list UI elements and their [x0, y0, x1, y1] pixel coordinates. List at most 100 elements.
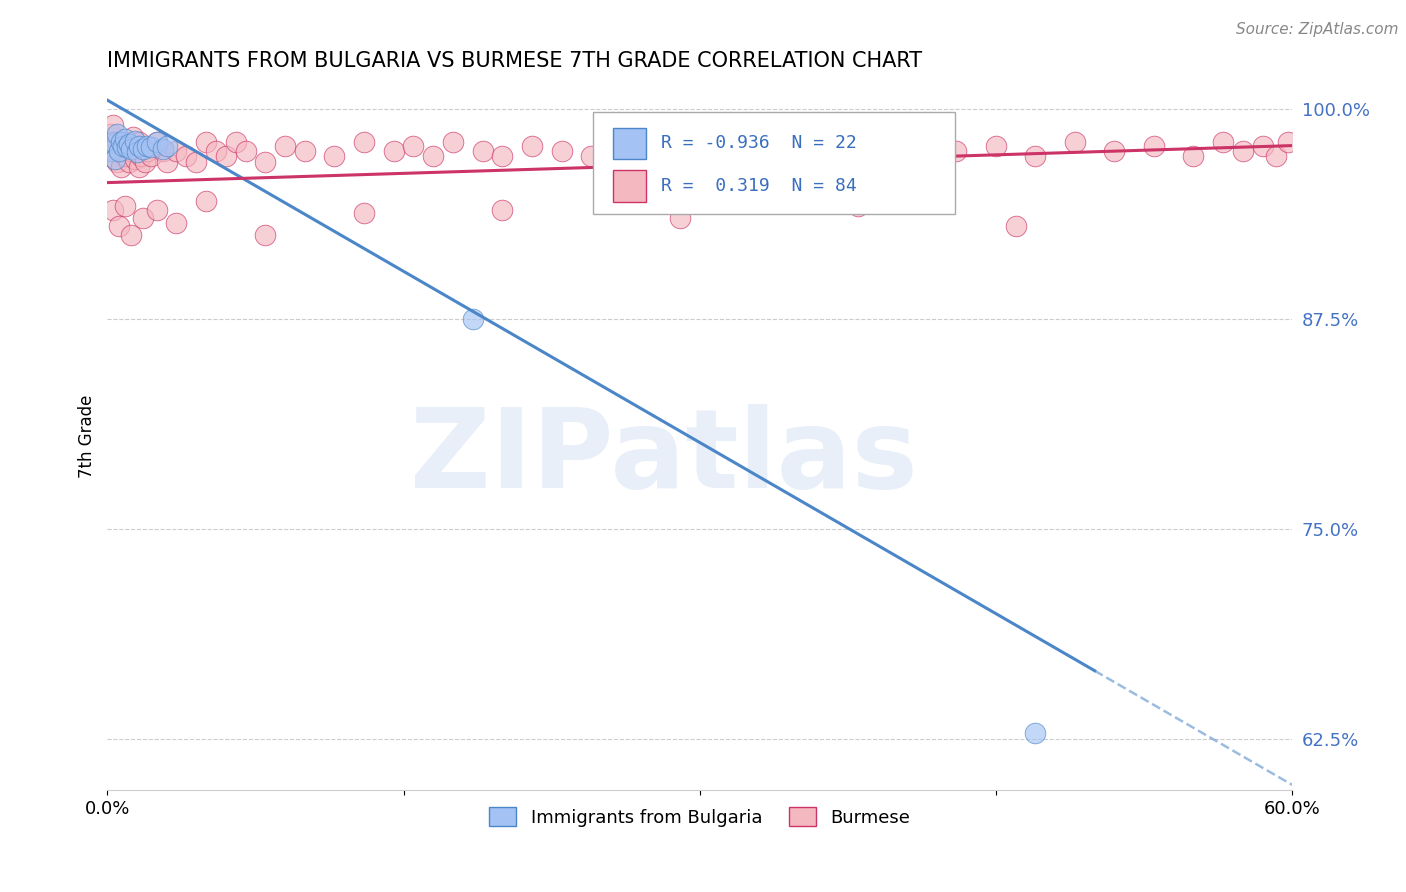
Point: [108, 219, 131, 234]
Point: [176, 149, 198, 163]
Text: IMMIGRANTS FROM BULGARIA VS BURMESE 7TH GRADE CORRELATION CHART: IMMIGRANTS FROM BULGARIA VS BURMESE 7TH …: [107, 51, 922, 70]
Point: [108, 144, 131, 158]
Point: [132, 142, 155, 156]
Point: [105, 135, 128, 149]
Point: [186, 155, 208, 169]
Point: [100, 144, 122, 158]
Point: [195, 194, 218, 208]
Point: [254, 227, 277, 242]
Point: [945, 144, 967, 158]
Point: [103, 144, 125, 158]
Point: [491, 202, 513, 217]
Point: [152, 142, 174, 156]
Point: [807, 144, 830, 158]
Point: [166, 144, 188, 158]
Point: [1232, 144, 1254, 158]
Point: [1024, 725, 1046, 739]
Point: [156, 138, 179, 153]
Point: [120, 144, 142, 158]
Legend: Immigrants from Bulgaria, Burmese: Immigrants from Bulgaria, Burmese: [482, 800, 918, 834]
Point: [110, 135, 132, 149]
Point: [353, 135, 375, 149]
Point: [1265, 149, 1288, 163]
Point: [132, 211, 155, 225]
Point: [1277, 135, 1299, 149]
Point: [1024, 149, 1046, 163]
Point: [225, 135, 247, 149]
Point: [139, 149, 162, 163]
Point: [135, 144, 157, 158]
Point: [105, 155, 128, 169]
Point: [846, 199, 869, 213]
Point: [1251, 138, 1274, 153]
Point: [108, 144, 131, 158]
Point: [125, 145, 148, 160]
Point: [134, 155, 156, 169]
Point: [353, 206, 375, 220]
Point: [905, 135, 928, 149]
Point: [100, 127, 122, 141]
Point: [195, 135, 218, 149]
Point: [118, 136, 141, 151]
Point: [118, 155, 141, 169]
Point: [471, 144, 494, 158]
Point: [129, 149, 152, 163]
Point: [768, 135, 790, 149]
Point: [550, 144, 572, 158]
Point: [128, 161, 150, 175]
Point: [115, 140, 138, 154]
Point: [1143, 138, 1166, 153]
Point: [254, 155, 277, 169]
Point: [166, 216, 188, 230]
Point: [112, 138, 135, 153]
Text: R = -0.936  N = 22: R = -0.936 N = 22: [661, 135, 856, 153]
Point: [728, 149, 751, 163]
Point: [120, 142, 142, 156]
Point: [145, 135, 167, 149]
Point: [422, 149, 444, 163]
Point: [128, 138, 150, 153]
Point: [294, 144, 316, 158]
Point: [124, 134, 146, 148]
Point: [1064, 135, 1087, 149]
Point: [650, 144, 672, 158]
Point: [461, 311, 484, 326]
Point: [114, 149, 136, 163]
Point: [114, 132, 136, 146]
Point: [441, 135, 464, 149]
Point: [103, 135, 125, 149]
Point: [669, 211, 692, 225]
Point: [984, 138, 1007, 153]
Y-axis label: 7th Grade: 7th Grade: [79, 395, 96, 478]
Point: [152, 144, 174, 158]
Point: [235, 144, 257, 158]
Point: [866, 149, 889, 163]
Point: [124, 152, 146, 166]
Point: [132, 142, 155, 156]
Point: [1212, 135, 1234, 149]
Point: [579, 149, 602, 163]
Point: [103, 202, 125, 217]
Point: [115, 135, 138, 149]
Point: [610, 135, 633, 149]
Point: [114, 199, 136, 213]
FancyBboxPatch shape: [613, 128, 647, 160]
Point: [145, 202, 167, 217]
Point: [125, 138, 148, 153]
Point: [135, 138, 157, 153]
FancyBboxPatch shape: [593, 112, 955, 214]
Point: [105, 127, 128, 141]
Point: [205, 144, 228, 158]
Point: [382, 144, 405, 158]
Point: [520, 138, 543, 153]
Point: [110, 161, 132, 175]
Point: [128, 135, 150, 149]
Point: [104, 152, 127, 166]
Point: [122, 130, 145, 145]
FancyBboxPatch shape: [613, 169, 647, 202]
Point: [402, 138, 425, 153]
Point: [837, 138, 859, 153]
Text: Source: ZipAtlas.com: Source: ZipAtlas.com: [1236, 22, 1399, 37]
Point: [1182, 149, 1205, 163]
Point: [1004, 219, 1026, 234]
